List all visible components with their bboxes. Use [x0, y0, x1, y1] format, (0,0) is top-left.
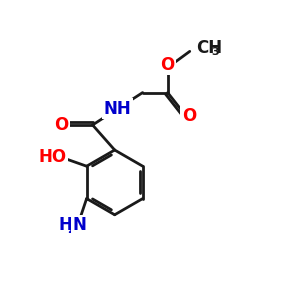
Text: HO: HO	[38, 148, 66, 166]
Text: O: O	[182, 107, 196, 125]
Text: O: O	[54, 116, 68, 134]
Text: N: N	[72, 216, 86, 234]
Text: 2: 2	[68, 225, 75, 236]
Text: CH: CH	[196, 39, 222, 57]
Text: H: H	[58, 216, 72, 234]
Text: O: O	[160, 56, 175, 74]
Text: NH: NH	[104, 100, 131, 118]
Text: 3: 3	[211, 47, 219, 57]
